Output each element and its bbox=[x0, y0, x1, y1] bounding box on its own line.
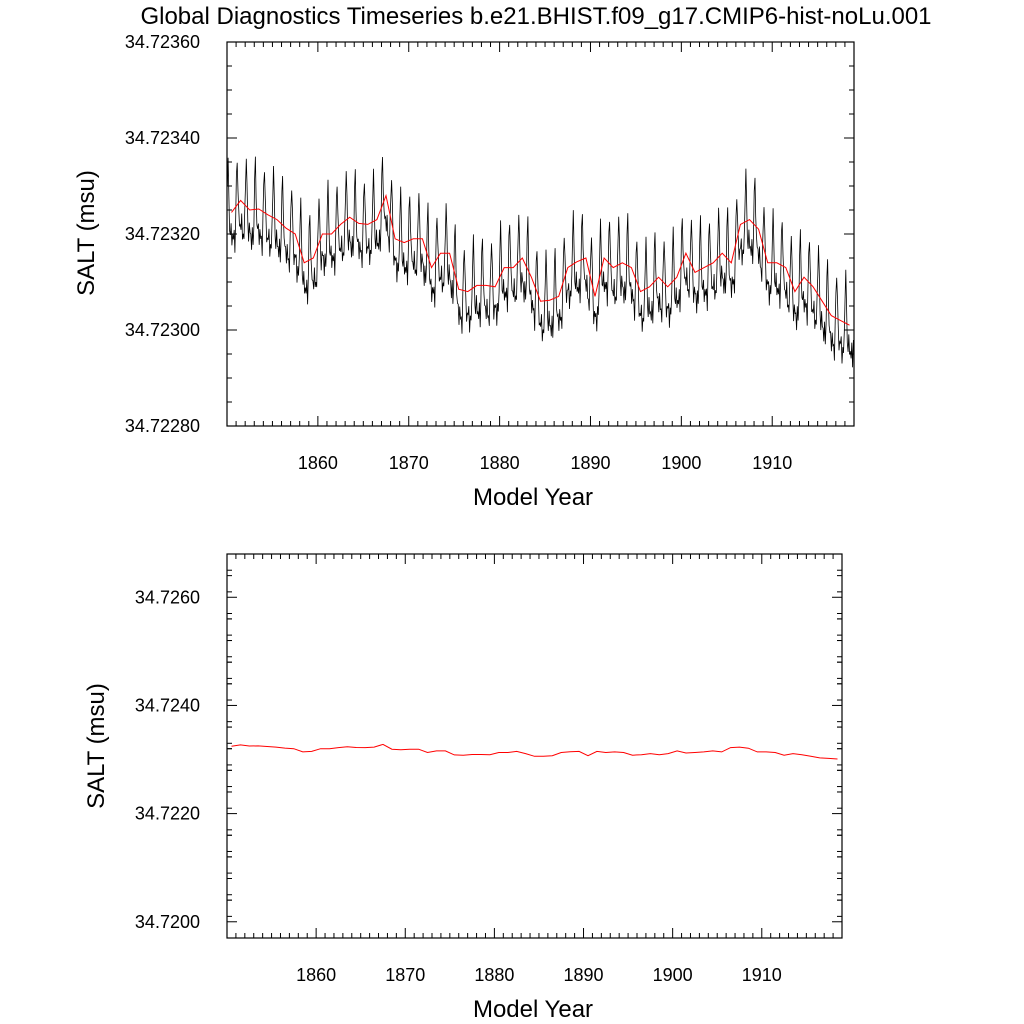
x-tick-labels-2: 1860 1870 1880 1890 1900 1910 bbox=[296, 965, 782, 985]
data-lines-1 bbox=[227, 156, 854, 368]
annual-mean-series-line bbox=[231, 743, 838, 760]
chart-panel-2: 1860 1870 1880 1890 1900 1910 34.720034.72203… bbox=[83, 553, 843, 1023]
x-axis-title-1: Model Year bbox=[473, 484, 593, 511]
y-axis-title-1: SALT (msu) bbox=[73, 170, 100, 296]
y-tick-labels-2: 34.7200 34.7220 34.7240 34.7260 bbox=[135, 587, 200, 932]
y-tick-label: 34.72340 bbox=[125, 128, 200, 148]
x-tick-label: 1890 bbox=[563, 965, 603, 985]
x-tick-label: 1900 bbox=[653, 965, 693, 985]
y-tick-labels-1: 34.72280 34.72300 34.72320 34.72340 34.72360 bbox=[125, 32, 200, 436]
x-tick-label: 1910 bbox=[752, 453, 792, 473]
x-tick-label: 1870 bbox=[385, 965, 425, 985]
y-axis-title-2: SALT (msu) bbox=[83, 683, 110, 809]
monthly-series-line bbox=[227, 156, 854, 368]
x-axis-title-2: Model Year bbox=[473, 996, 593, 1023]
y-tick-label: 34.7240 bbox=[135, 695, 200, 715]
x-tick-label: 1870 bbox=[389, 453, 429, 473]
x-tick-label: 1860 bbox=[296, 965, 336, 985]
tick-marks-2 bbox=[226, 553, 843, 939]
figure-title: Global Diagnostics Timeseries b.e21.BHIS… bbox=[140, 3, 931, 30]
x-tick-label: 1910 bbox=[742, 965, 782, 985]
x-tick-label: 1860 bbox=[298, 453, 338, 473]
y-tick-label: 34.72300 bbox=[125, 320, 200, 340]
x-tick-label: 1890 bbox=[570, 453, 610, 473]
chart-panel-1: 1860 1870 1880 1890 1900 1910 34.72280 34.7230… bbox=[73, 32, 855, 511]
plot-frame-2 bbox=[226, 553, 843, 939]
y-tick-label: 34.72280 bbox=[125, 416, 200, 436]
x-tick-label: 1900 bbox=[661, 453, 701, 473]
y-tick-label: 34.72360 bbox=[125, 32, 200, 52]
x-tick-labels-1: 1860 1870 1880 1890 1900 1910 bbox=[298, 453, 792, 473]
y-tick-label: 34.7260 bbox=[135, 587, 200, 607]
x-tick-label: 1880 bbox=[474, 965, 514, 985]
y-tick-label: 34.72320 bbox=[125, 224, 200, 244]
y-tick-label: 34.7200 bbox=[135, 912, 200, 932]
y-tick-label: 34.7220 bbox=[135, 804, 200, 824]
annual-mean-series-line bbox=[231, 193, 850, 326]
data-lines-2 bbox=[231, 743, 838, 760]
x-tick-label: 1880 bbox=[480, 453, 520, 473]
